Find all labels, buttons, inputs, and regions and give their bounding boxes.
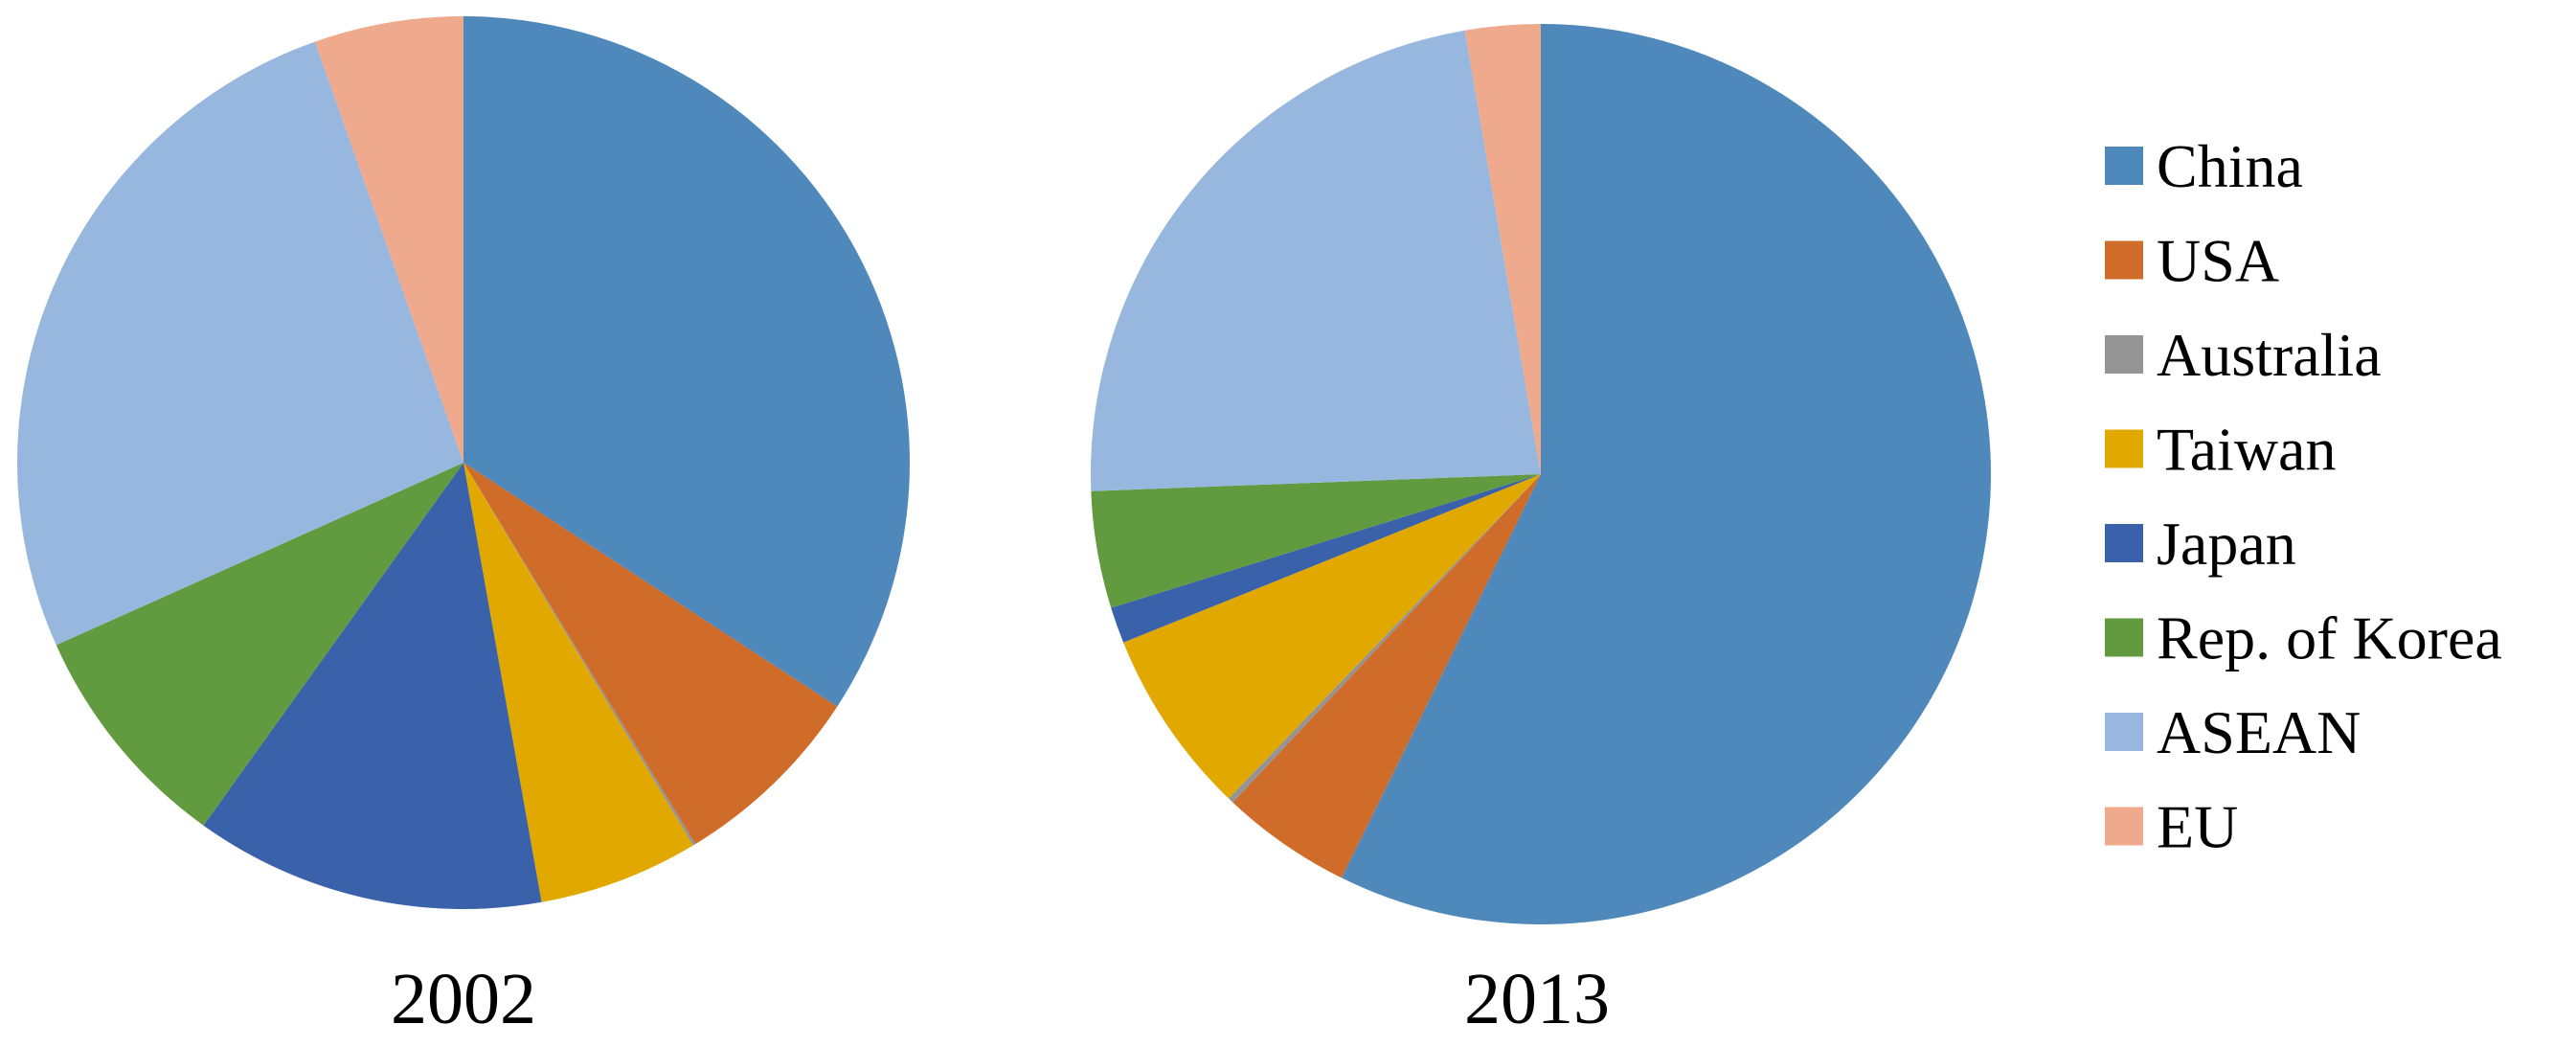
- legend-label-australia: Australia: [2157, 321, 2382, 389]
- legend-label-japan: Japan: [2157, 510, 2296, 578]
- pie-slice-2013-japan: [1111, 474, 1541, 643]
- pie-caption-2002: 2002: [391, 959, 536, 1039]
- legend-swatch-usa: [2105, 240, 2143, 280]
- pie-caption-2013: 2013: [1464, 959, 1610, 1039]
- legend-swatch-australia: [2105, 335, 2143, 374]
- pie-slice-2013-taiwan: [1123, 474, 1541, 799]
- legend-swatch-asean: [2105, 713, 2143, 751]
- legend-swatch-japan: [2105, 524, 2143, 562]
- legend-swatch-taiwan: [2105, 429, 2143, 468]
- pie-slice-2013-australia: [1228, 474, 1541, 803]
- pie-slice-2013-rep-of-korea: [1091, 474, 1541, 608]
- legend-label-eu: EU: [2157, 793, 2238, 861]
- pie-slice-2002-china: [463, 16, 911, 707]
- pie-chart-2013: [1090, 24, 1991, 925]
- legend-label-china: China: [2157, 132, 2303, 200]
- legend-swatch-rep-of-korea: [2105, 618, 2143, 657]
- pie-slice-2002-asean: [17, 41, 464, 646]
- pie-slice-2013-usa: [1232, 474, 1541, 878]
- pie-slice-2013-eu: [1464, 24, 1541, 474]
- pie-slice-2002-taiwan: [463, 463, 693, 902]
- pie-slice-2002-usa: [463, 463, 838, 845]
- legend-label-taiwan: Taiwan: [2157, 416, 2336, 484]
- pie-slice-2002-rep-of-korea: [56, 463, 463, 826]
- pie-slice-2002-eu: [314, 16, 463, 463]
- pie-slice-2002-australia: [463, 463, 696, 846]
- legend-label-rep-of-korea: Rep. of Korea: [2157, 604, 2502, 672]
- pie-slice-2013-china: [1341, 24, 1991, 925]
- pie-slice-2002-japan: [203, 463, 542, 910]
- legend-label-usa: USA: [2157, 227, 2279, 295]
- pie-slice-2013-asean: [1090, 30, 1541, 491]
- legend-label-asean: ASEAN: [2157, 698, 2361, 766]
- legend-swatch-eu: [2105, 807, 2143, 846]
- chart-legend: China USA Australia Taiwan Japan Rep. of Kore…: [2105, 132, 2502, 861]
- legend-swatch-china: [2105, 147, 2143, 185]
- pie-chart-2002: [17, 16, 911, 910]
